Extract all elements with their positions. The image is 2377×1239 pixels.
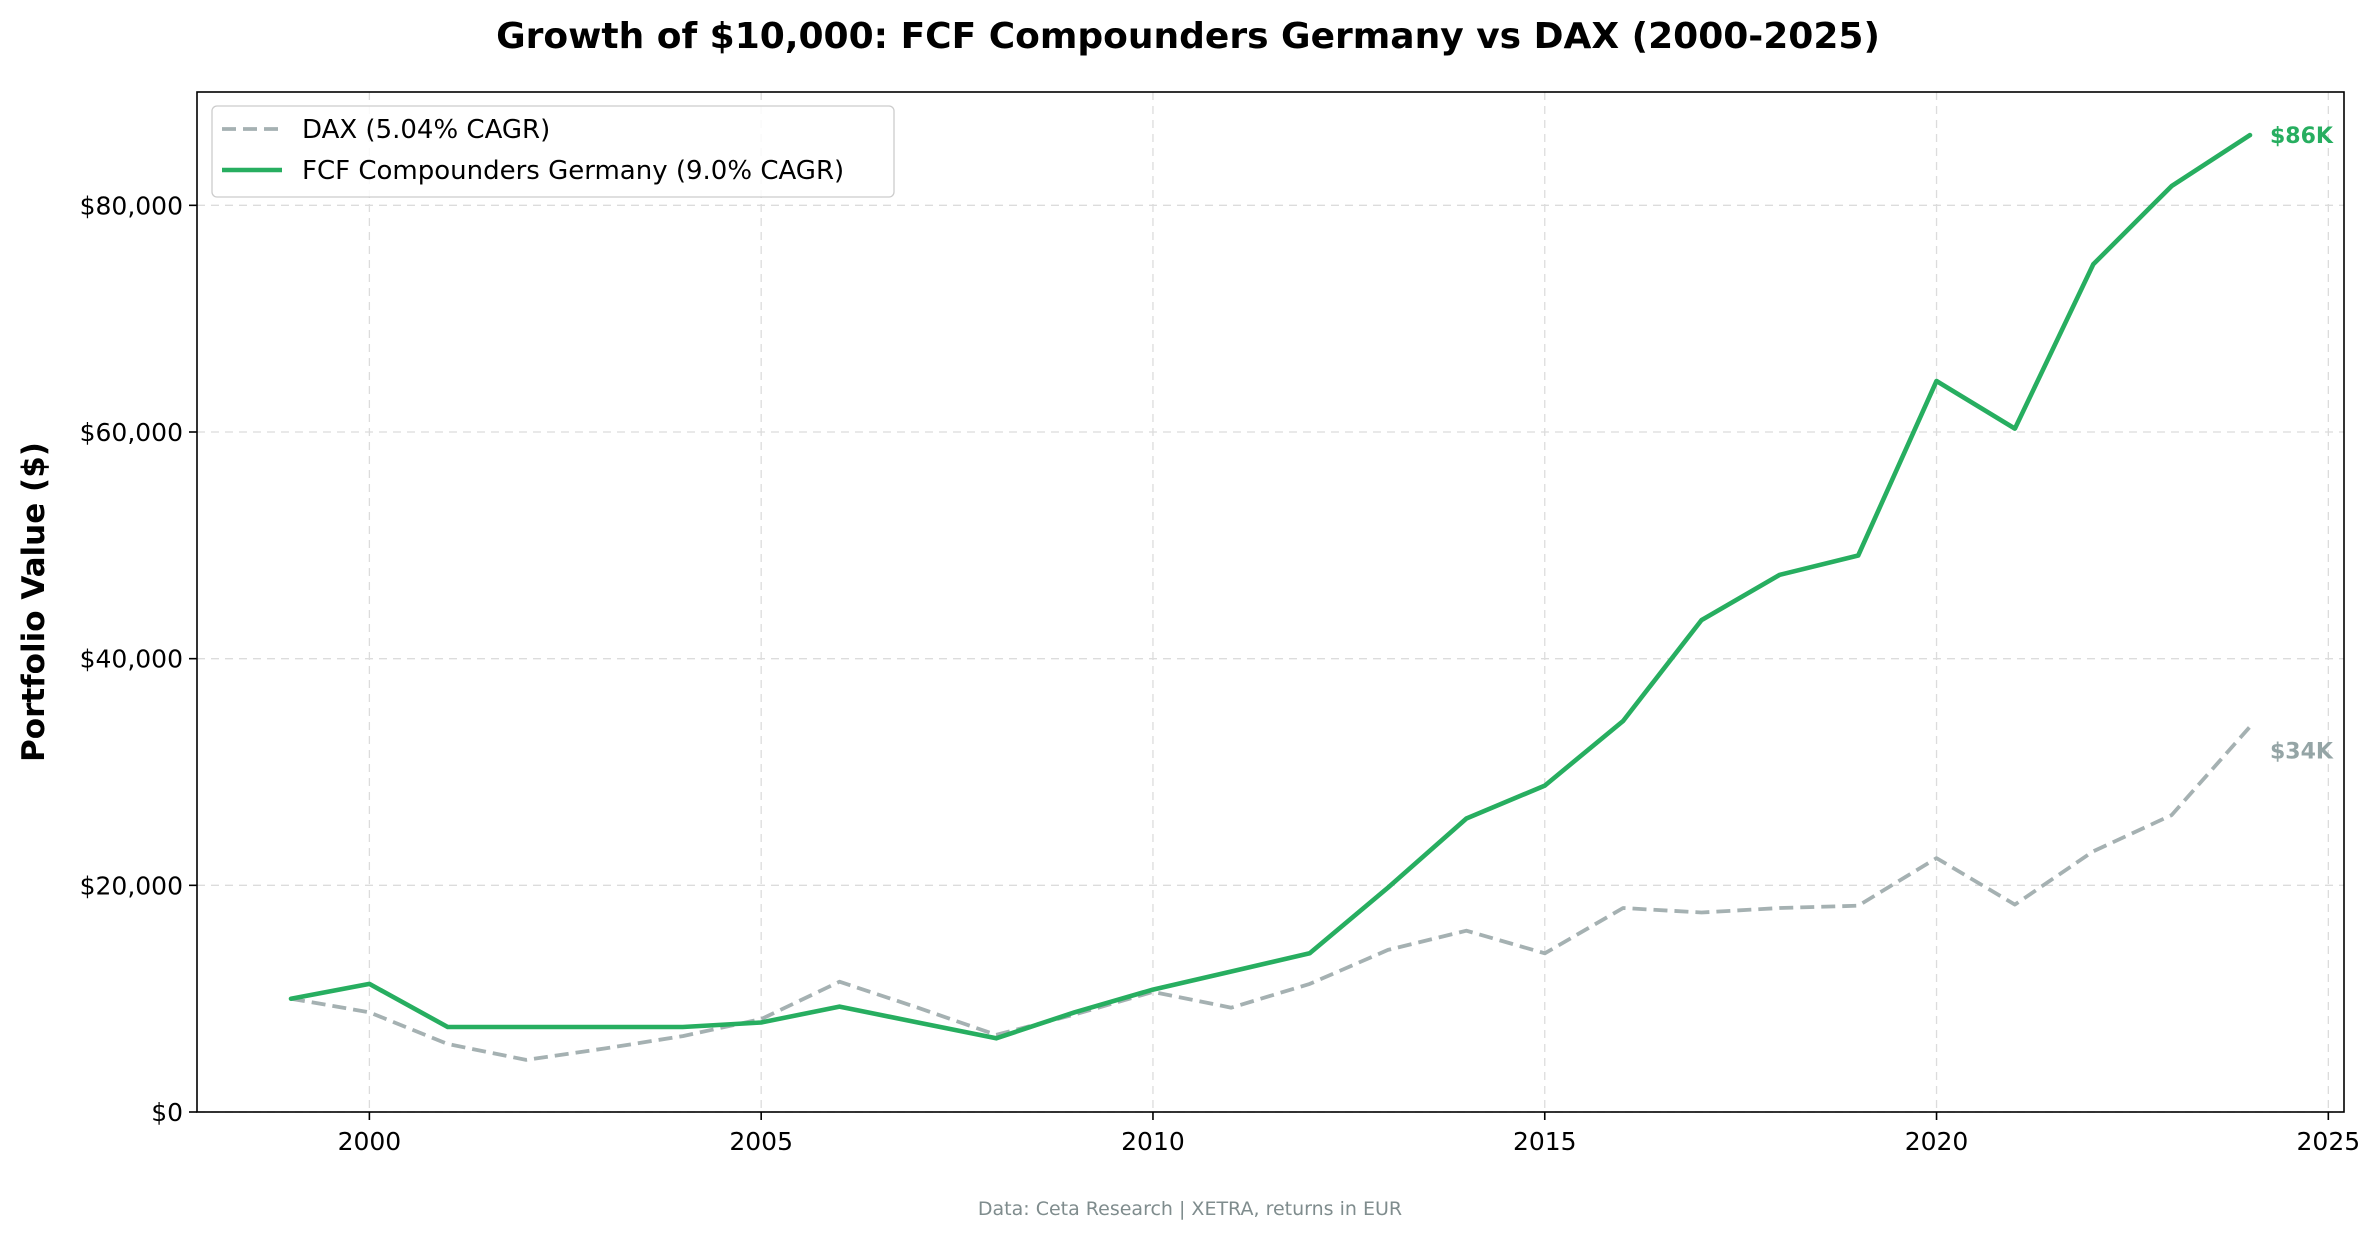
y-tick-label: $40,000: [80, 645, 183, 674]
legend: DAX (5.04% CAGR) FCF Compounders Germany…: [211, 105, 895, 198]
legend-box: [211, 105, 895, 198]
x-tick-label: 2015: [1513, 1127, 1577, 1156]
axis-ticks: 2000 2005 2010 2015 2020 2025 $0 $20,000 $40,000…: [80, 191, 2361, 1156]
x-tick-label: 2025: [2297, 1127, 2361, 1156]
y-axis-label: Portfolio Value ($): [16, 442, 52, 762]
series-lines: [288, 132, 2253, 1062]
end-label-fcf: $86K: [2270, 124, 2334, 149]
y-tick-label: $0: [151, 1098, 183, 1127]
grid-lines: [197, 92, 2344, 1113]
end-labels: $86K $34K: [2270, 124, 2334, 765]
y-tick-label: $20,000: [80, 871, 183, 900]
x-tick-label: 2010: [1121, 1127, 1185, 1156]
series-line-dax: [290, 725, 2252, 1062]
x-tick-label: 2020: [1905, 1127, 1969, 1156]
end-label-dax: $34K: [2270, 740, 2334, 765]
legend-label-dax: DAX (5.04% CAGR): [302, 115, 550, 145]
series-line-fcf-compounders: [288, 132, 2253, 1041]
source-note: Data: Ceta Research | XETRA, returns in …: [978, 1198, 1402, 1220]
y-tick-label: $60,000: [80, 418, 183, 447]
chart-title: Growth of $10,000: FCF Compounders Germa…: [496, 16, 1880, 57]
legend-label-fcf: FCF Compounders Germany (9.0% CAGR): [302, 156, 844, 186]
x-tick-label: 2000: [338, 1127, 402, 1156]
x-tick-label: 2005: [729, 1127, 793, 1156]
plot-frame: [196, 91, 2345, 1113]
y-tick-label: $80,000: [80, 191, 183, 220]
